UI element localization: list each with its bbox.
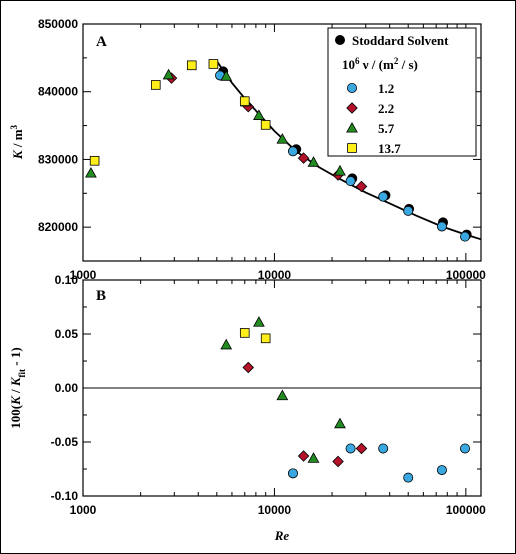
panel-a-point-2-2	[355, 180, 368, 193]
panel-b-x-tick-label: 10000	[258, 503, 292, 517]
panel-a-y-tick-label: 830000	[38, 152, 78, 166]
panel-b-point-5-7	[307, 452, 320, 463]
panel-a-point-5-7	[85, 166, 97, 178]
legend-marker-5-7	[346, 121, 358, 133]
panel-b-y-tick-label: -0.05	[51, 435, 79, 449]
panel-a-point-13-7	[150, 80, 161, 90]
panel-a-plot-area	[82, 23, 482, 262]
panel-b-x-axis-label: Re	[274, 528, 290, 543]
panel-b-point-1-2	[460, 443, 471, 454]
legend-marker-stoddard	[335, 35, 345, 45]
panel-b-point-2-2	[242, 361, 255, 374]
panel-b-y-tick-label: 0.10	[55, 273, 79, 287]
panel-a-point-1-2	[436, 221, 447, 232]
legend-title-viscosity: 106 ν / (m2 / s)	[342, 56, 418, 72]
panel-a-point-5-7	[276, 133, 289, 144]
panel-b-x-tick-label: 100000	[446, 503, 486, 517]
panel-b-label: B	[96, 288, 106, 304]
panel-b-point-2-2	[355, 442, 368, 455]
panel-b-point-5-7	[253, 316, 265, 327]
panel-b-point-1-2	[436, 465, 447, 476]
panel-b-point-1-2	[378, 443, 389, 454]
panel-b-point-1-2	[287, 468, 298, 479]
panel-a-point-13-7	[208, 59, 219, 69]
legend-label-5-7: 5.7	[378, 121, 395, 136]
panel-a-point-13-7	[239, 96, 250, 106]
legend-title-stoddard: Stoddard Solvent	[352, 33, 449, 48]
panel-b-y-axis-label: 100(K / Kfit - 1)	[8, 347, 27, 428]
panel-a-point-1-2	[287, 146, 298, 157]
panel-a-point-5-7	[334, 164, 346, 176]
panel-b-point-2-2	[297, 450, 310, 462]
panel-a-point-13-7	[260, 120, 271, 130]
panel-b-y-tick-label: -0.10	[51, 489, 79, 503]
panel-a-label: A	[96, 34, 107, 50]
legend: Stoddard Solvent 106 ν / (m2 / s) 1.2 2.2…	[327, 27, 477, 157]
panel-a-point-5-7	[162, 68, 175, 80]
legend-marker-2-2	[346, 102, 358, 114]
panel-a-y-tick-label: 820000	[38, 220, 78, 234]
panel-a-point-13-7	[186, 60, 197, 71]
panel-a-y-tick-label: 850000	[38, 17, 78, 31]
panel-b-point-1-2	[403, 472, 414, 483]
panel-b-point-13-7	[260, 333, 271, 344]
legend-label-1-2: 1.2	[378, 81, 394, 96]
panel-b-point-2-2	[332, 455, 344, 468]
legend-marker-1-2	[346, 83, 357, 94]
legend-marker-13-7	[347, 143, 357, 153]
panel-b-point-5-7	[276, 389, 289, 401]
panel-a-y-axis-label: K / m3	[9, 124, 25, 160]
legend-label-13-7: 13.7	[378, 141, 401, 156]
panel-b-y-tick-label: 0.05	[55, 327, 79, 341]
panel-a-point-1-2	[378, 191, 389, 202]
panel-a-x-tick-label: 1000	[70, 268, 97, 282]
legend-label-2-2: 2.2	[378, 101, 394, 116]
panel-a-point-13-7	[89, 155, 100, 166]
panel-a-x-tick-label: 100000	[446, 268, 486, 282]
panel-b-x-tick-label: 1000	[70, 503, 97, 517]
panel-a-point-1-2	[460, 231, 471, 242]
panel-a-point-2-2	[297, 152, 310, 164]
panel-a-point-5-7	[307, 156, 320, 167]
panel-a-y-tick-label: 840000	[38, 85, 78, 99]
panel-b-point-13-7	[239, 328, 250, 338]
panel-a-x-tick-label: 10000	[258, 268, 292, 282]
panel-a-point-5-7	[220, 70, 233, 81]
panel-b-point-5-7	[334, 417, 346, 429]
panel-a-point-5-7	[253, 109, 265, 120]
panel-b-point-5-7	[220, 338, 233, 350]
panel-a-point-1-2	[403, 205, 414, 216]
panel-b-y-tick-label: 0.00	[55, 381, 79, 395]
panel-b-point-1-2	[345, 443, 356, 454]
panel-a-point-1-2	[345, 176, 356, 187]
